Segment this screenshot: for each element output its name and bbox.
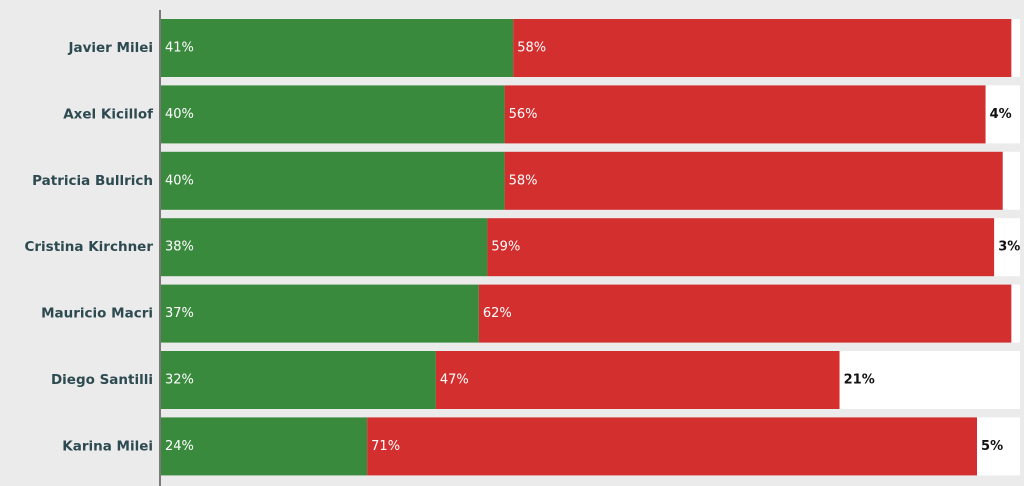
value-label: 40% [165,173,194,188]
value-label: 5% [981,439,1003,454]
category-label: Javier Milei [67,40,153,56]
bar-segment [161,351,436,409]
value-label: 4% [990,107,1012,122]
value-label: 41% [165,41,194,56]
value-label: 58% [517,41,546,56]
bar-segment [367,417,978,476]
value-label: 71% [371,439,400,454]
bar-segment [839,351,1020,409]
value-label: 21% [844,373,875,388]
category-label: Mauricio Macri [41,306,153,322]
bar-segment [161,85,505,144]
bar-segment [161,151,505,210]
category-label: Diego Santilli [51,372,153,388]
value-label: 58% [509,173,538,188]
value-label: 59% [491,240,520,255]
category-label: Patricia Bullrich [32,173,153,189]
value-label: 3% [998,240,1020,255]
bar-segment [1002,151,1020,210]
value-label: 38% [165,240,194,255]
bar-segment [435,351,840,409]
bar-segment [977,417,1020,476]
value-label: 47% [440,373,469,388]
value-label: 37% [165,306,194,321]
category-label: Axel Kicillof [63,106,153,122]
bar-segment [513,19,1012,77]
value-label: 24% [165,439,194,454]
category-label: Cristina Kirchner [24,239,153,255]
bar-segment [161,284,479,343]
bar-segment [1011,284,1020,343]
value-label: 62% [483,306,512,321]
value-label: 32% [165,373,194,388]
bar-segment [994,218,1020,277]
bar-segment [487,218,995,277]
bar-segment [161,417,368,476]
bar-segment [1011,19,1020,77]
category-label: Karina Milei [62,438,153,454]
bar-segment [478,284,1012,343]
bar-segment [161,218,488,277]
bar-segment [504,151,1003,210]
value-label: 40% [165,107,194,122]
value-label: 56% [509,107,538,122]
bar-segment [985,85,1020,144]
bar-segment [161,19,514,77]
bar-segment [504,85,986,144]
